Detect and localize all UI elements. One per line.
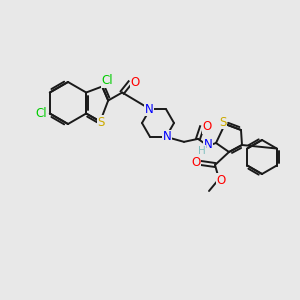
Text: H: H xyxy=(198,146,206,156)
Text: N: N xyxy=(204,138,212,152)
Text: O: O xyxy=(202,120,211,134)
Text: O: O xyxy=(191,157,201,169)
Text: Cl: Cl xyxy=(101,74,113,87)
Text: O: O xyxy=(216,173,226,187)
Text: N: N xyxy=(145,103,153,116)
Text: N: N xyxy=(163,130,171,143)
Text: S: S xyxy=(219,116,227,128)
Text: O: O xyxy=(130,76,140,89)
Text: Cl: Cl xyxy=(35,107,46,120)
Text: S: S xyxy=(98,116,105,129)
